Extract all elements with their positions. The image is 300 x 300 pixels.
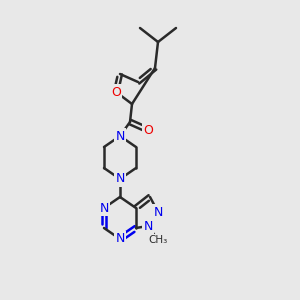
Text: N: N: [115, 172, 125, 185]
Text: N: N: [143, 220, 153, 232]
Text: N: N: [115, 232, 125, 245]
Text: O: O: [143, 124, 153, 136]
Text: O: O: [111, 85, 121, 98]
Text: CH₃: CH₃: [148, 235, 168, 245]
Text: N: N: [115, 130, 125, 142]
Text: N: N: [153, 206, 163, 218]
Text: N: N: [99, 202, 109, 214]
